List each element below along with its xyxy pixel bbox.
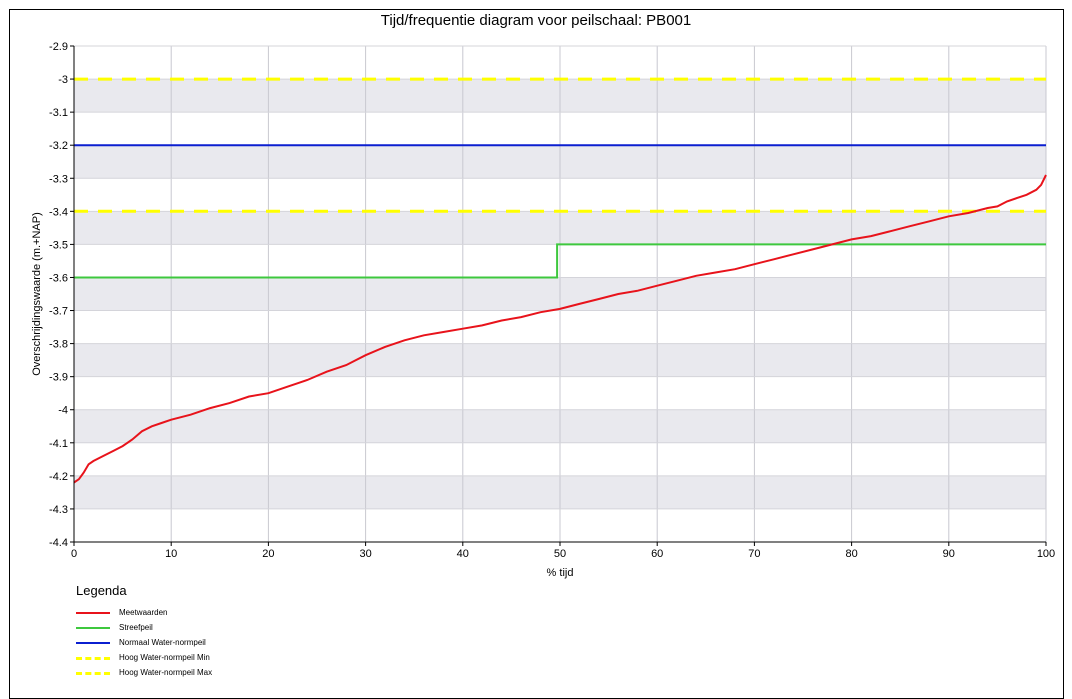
y-tick-labels: -2.9 -3 -3.1 -3.2 -3.3 -3.4 -3.5 -3.6 -3.7 -3.8 -3…	[49, 41, 74, 549]
x-tick-label: 30	[359, 548, 371, 560]
y-tick-label: -4.2	[49, 471, 68, 483]
x-tick-labels: 0 10 20 30 40 50 60 70 80 90 100	[71, 542, 1055, 560]
legend-swatch	[76, 657, 110, 660]
series-layer	[73, 77, 1047, 484]
y-tick-label: -3.5	[49, 239, 68, 251]
chart-svg: -2.9 -3 -3.1 -3.2 -3.3 -3.4 -3.5 -3.6 -3.7 -3.8 -3…	[31, 41, 1055, 579]
legend-swatch	[76, 627, 110, 629]
y-tick-label: -3	[58, 74, 68, 86]
y-tick-label: -3.8	[49, 339, 68, 351]
y-tick-label: -4	[58, 405, 68, 417]
x-tick-label: 0	[71, 548, 77, 560]
y-tick-label: -3.1	[49, 107, 68, 119]
x-tick-label: 70	[748, 548, 760, 560]
series-line-streefpeil	[74, 243, 1046, 279]
y-tick-label: -3.9	[49, 372, 68, 384]
y-tick-label: -3.7	[49, 306, 68, 318]
y-tick-label: -3.4	[49, 206, 68, 218]
series-line-meetwaarden	[73, 174, 1047, 484]
legend-label: Hoog Water-normpeil Min	[119, 653, 210, 662]
x-tick-label: 80	[845, 548, 857, 560]
y-tick-label: -3.3	[49, 173, 68, 185]
legend-swatch	[76, 642, 110, 644]
y-axis-label: Overschrijdingswaarde (m.+NAP)	[31, 212, 43, 376]
y-tick-label: -3.6	[49, 272, 68, 284]
legend-label: Meetwaarden	[119, 608, 168, 617]
x-tick-label: 10	[165, 548, 177, 560]
y-tick-label: -3.2	[49, 140, 68, 152]
x-tick-label: 60	[651, 548, 663, 560]
legend-title: Legenda	[76, 583, 127, 598]
x-tick-label: 90	[943, 548, 955, 560]
legend-swatch	[76, 672, 110, 675]
y-tick-label: -4.4	[49, 537, 68, 549]
x-tick-label: 20	[262, 548, 274, 560]
legend-label: Streefpeil	[119, 623, 153, 632]
chart-title: Tijd/frequentie diagram voor peilschaal:…	[380, 12, 692, 29]
y-tick-label: -2.9	[49, 41, 68, 53]
x-tick-label: 100	[1037, 548, 1055, 560]
x-tick-label: 50	[554, 548, 566, 560]
legend-label: Hoog Water-normpeil Max	[119, 668, 213, 677]
x-axis-label: % tijd	[547, 567, 574, 579]
legend-label: Normaal Water-normpeil	[119, 638, 206, 647]
y-tick-label: -4.3	[49, 504, 68, 516]
x-tick-label: 40	[457, 548, 469, 560]
legend-swatch	[76, 612, 110, 614]
y-tick-label: -4.1	[49, 438, 68, 450]
